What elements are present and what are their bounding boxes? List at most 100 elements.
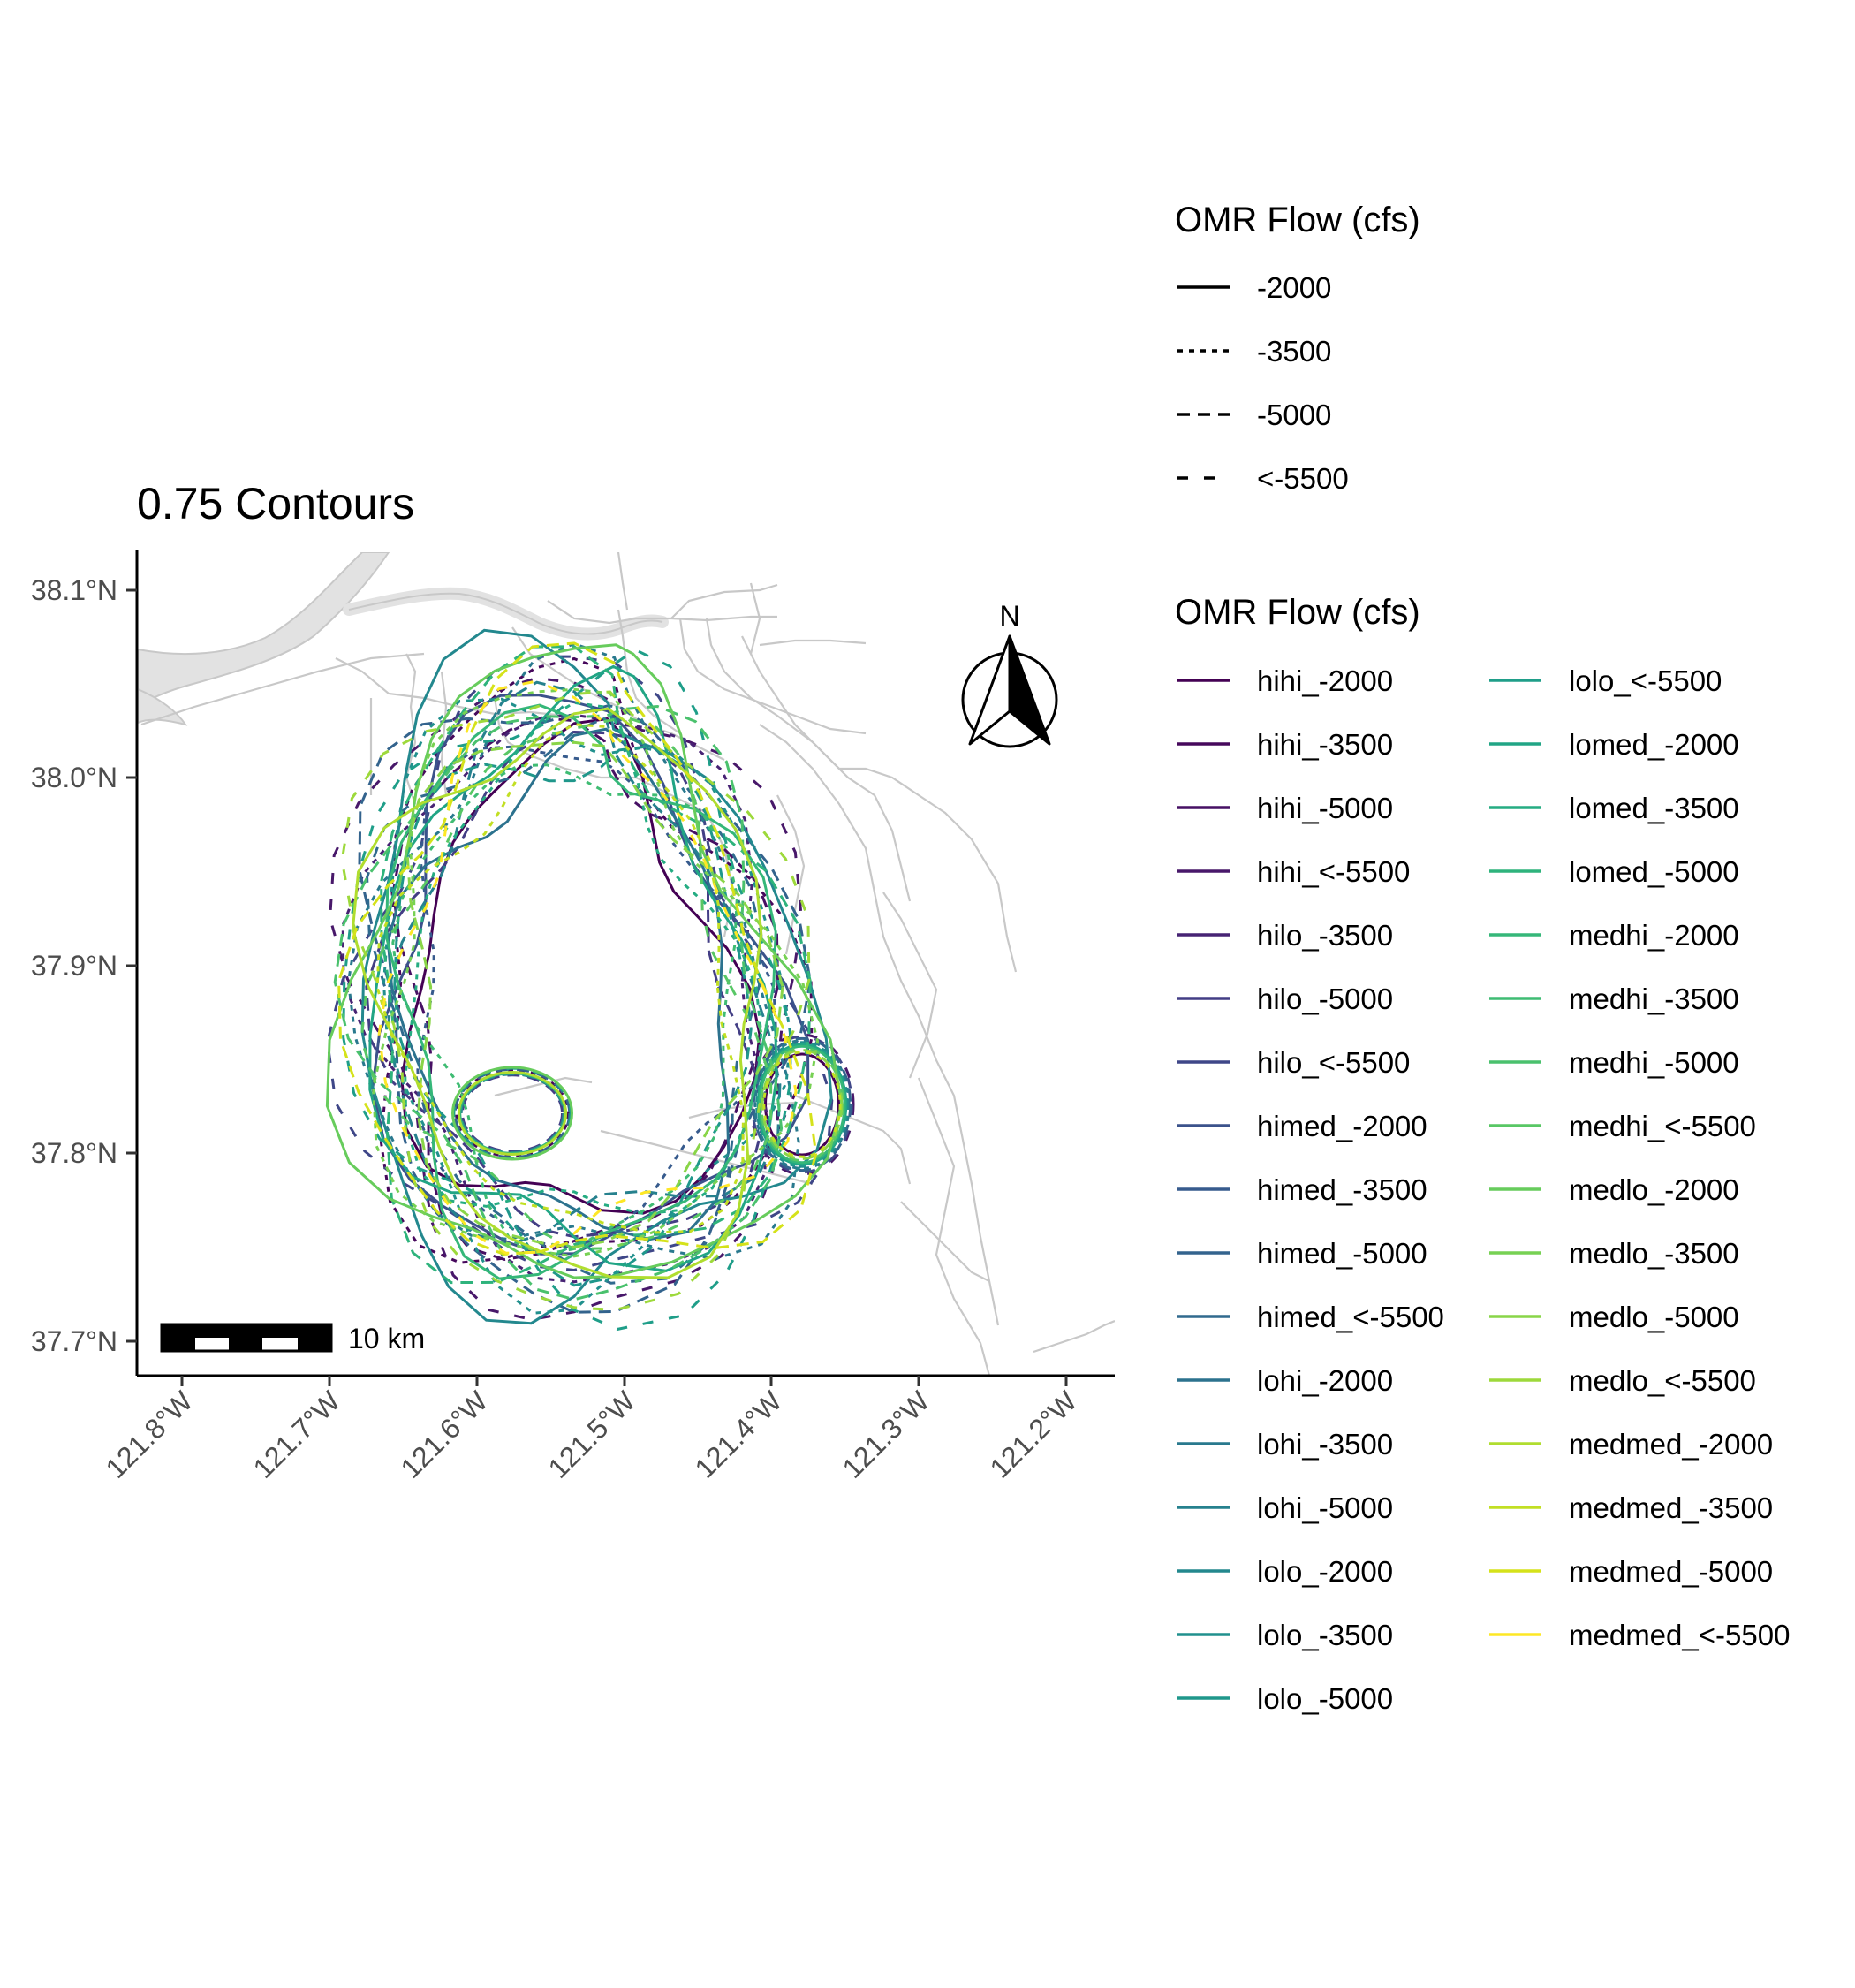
legend-color-label: lohi_-3500 — [1257, 1428, 1393, 1461]
contour-line — [351, 707, 763, 1279]
legend-color-label: lomed_-5000 — [1569, 855, 1739, 888]
contour-line — [756, 1043, 848, 1166]
contour-line — [455, 1068, 570, 1158]
plot-title: 0.75 Contours — [137, 479, 414, 528]
contour-line — [368, 664, 778, 1272]
x-tick-label: 121.5°W — [541, 1385, 641, 1484]
contour-line — [385, 703, 777, 1280]
legend-color-label: hilo_-3500 — [1257, 919, 1393, 952]
x-tick-label: 121.4°W — [688, 1385, 788, 1484]
contour-line — [340, 690, 811, 1312]
x-tick-label: 121.2°W — [983, 1385, 1083, 1484]
legend-color-label: lolo_-3500 — [1257, 1619, 1393, 1651]
legend-color: OMR Flow (cfs) hihi_-2000 hihi_-3500 hihi_… — [1175, 593, 1790, 1715]
legend-color-label: hilo_<-5500 — [1257, 1046, 1410, 1079]
y-axis-ticks: 38.1°N 38.0°N 37.9°N 37.8°N 37.7°N — [31, 574, 137, 1357]
contour-line — [404, 701, 763, 1216]
legend-color-label: hilo_-5000 — [1257, 983, 1393, 1015]
legend-color-label: medmed_<-5500 — [1569, 1619, 1790, 1651]
legend-linetype-label: -2000 — [1257, 271, 1331, 304]
legend-color-label: medhi_-5000 — [1569, 1046, 1739, 1079]
contour-line — [375, 723, 746, 1234]
legend-color-title: OMR Flow (cfs) — [1175, 593, 1420, 632]
contour-line — [391, 716, 780, 1262]
north-arrow-label: N — [999, 600, 1019, 632]
contour-line — [386, 727, 731, 1241]
x-axis-ticks: 121.8°W 121.7°W 121.6°W 121.5°W 121.4°W 121.3… — [99, 1376, 1084, 1484]
x-tick-label: 121.7°W — [246, 1385, 346, 1484]
contour-line — [325, 643, 844, 1279]
contour-line — [761, 1049, 844, 1160]
legend-linetype-label: -5000 — [1257, 398, 1331, 431]
legend-color-label: himed_-5000 — [1257, 1237, 1427, 1270]
legend-color-label: lolo_-5000 — [1257, 1682, 1393, 1715]
contour-line — [753, 1039, 851, 1170]
contour-line — [342, 648, 792, 1331]
contour-line — [755, 1041, 849, 1168]
y-tick-label: 38.1°N — [31, 574, 117, 606]
legend-color-label: lolo_-2000 — [1257, 1555, 1393, 1588]
legend-color-label: lohi_-2000 — [1257, 1364, 1393, 1397]
legend-color-label: medlo_-3500 — [1569, 1237, 1739, 1270]
contour-line — [372, 687, 820, 1258]
x-tick-label: 121.3°W — [836, 1385, 935, 1484]
legend-color-label: medhi_-3500 — [1569, 983, 1739, 1015]
contour-line — [752, 1036, 852, 1172]
contour-line — [387, 680, 782, 1247]
map-panel: 38.1°N38.0°N37.9°N37.8°N37.7°N 121.8°W 12… — [31, 550, 1115, 1484]
legend-color-label: lolo_<-5500 — [1569, 664, 1722, 697]
scale-bar-icon — [160, 1323, 333, 1353]
legend-color-label: medlo_-5000 — [1569, 1301, 1739, 1333]
contour-line — [457, 1071, 568, 1156]
y-tick-label: 38.0°N — [31, 762, 117, 793]
legend-color-label: medmed_-5000 — [1569, 1555, 1773, 1588]
contour-line — [459, 1073, 565, 1154]
contour-line — [764, 1052, 840, 1157]
contour-line — [393, 744, 753, 1287]
legend-color-label: lomed_-3500 — [1569, 792, 1739, 824]
contour-line — [461, 1074, 564, 1153]
contour-line — [379, 656, 814, 1264]
north-arrow-icon — [961, 634, 1058, 748]
legend-color-label: medmed_-3500 — [1569, 1491, 1773, 1524]
y-tick-label: 37.9°N — [31, 950, 117, 982]
legend-linetype-label: <-5500 — [1257, 462, 1349, 495]
legend-color-label: medhi_-2000 — [1569, 919, 1739, 952]
legend-color-label: lomed_-2000 — [1569, 728, 1739, 761]
legend-color-label: hihi_-2000 — [1257, 664, 1393, 697]
basemap-water — [138, 552, 669, 726]
legend-color-label: medmed_-2000 — [1569, 1428, 1773, 1461]
legend-linetype: OMR Flow (cfs) -2000 -3500 -5000 <-5500 — [1175, 201, 1420, 495]
contour-line — [760, 1046, 844, 1163]
legend-color-label: himed_-3500 — [1257, 1173, 1427, 1206]
legend-color-label: hihi_-5000 — [1257, 792, 1393, 824]
contour-line — [333, 704, 784, 1301]
contour-line — [360, 716, 773, 1250]
contour-line — [329, 676, 803, 1322]
contour-lines — [325, 628, 855, 1331]
x-tick-label: 121.6°W — [394, 1385, 494, 1484]
legend-color-label: lohi_-5000 — [1257, 1491, 1393, 1524]
contour-line — [382, 697, 792, 1315]
contour-line — [326, 655, 834, 1272]
legend-color-label: hihi_<-5500 — [1257, 855, 1410, 888]
axis-lines — [135, 550, 1115, 1377]
legend-color-label: himed_<-5500 — [1257, 1301, 1444, 1333]
legend-linetype-label: -3500 — [1257, 335, 1331, 368]
contour-line — [451, 1066, 573, 1161]
contour-line — [762, 1051, 842, 1158]
legend-linetype-title: OMR Flow (cfs) — [1175, 201, 1420, 239]
y-tick-label: 37.7°N — [31, 1325, 117, 1357]
legend-color-label: medlo_-2000 — [1569, 1173, 1739, 1206]
x-tick-label: 121.8°W — [99, 1385, 199, 1484]
legend-color-label: himed_-2000 — [1257, 1110, 1427, 1142]
scale-bar-label: 10 km — [348, 1323, 425, 1354]
legend-color-label: medhi_<-5500 — [1569, 1110, 1756, 1142]
contour-line — [458, 1072, 566, 1155]
y-tick-label: 37.8°N — [31, 1137, 117, 1169]
legend-color-label: medlo_<-5500 — [1569, 1364, 1756, 1397]
contour-line — [360, 628, 833, 1325]
contour-line — [365, 730, 764, 1239]
legend-color-label: hihi_-3500 — [1257, 728, 1393, 761]
